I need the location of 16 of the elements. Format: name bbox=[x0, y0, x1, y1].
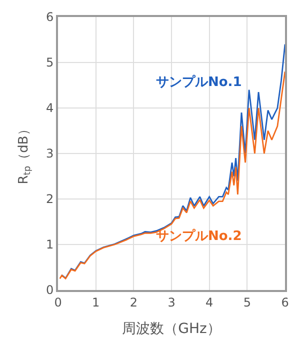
x-tick-label: 1 bbox=[92, 295, 100, 310]
x-tick-label: 3 bbox=[168, 295, 176, 310]
y-tick-label: 6 bbox=[46, 10, 54, 24]
y-tick-label: 0 bbox=[46, 283, 54, 298]
y-tick-label: 4 bbox=[46, 101, 54, 116]
x-axis-title: 周波数（GHz） bbox=[122, 321, 221, 338]
y-tick-label: 2 bbox=[46, 192, 54, 206]
y-tick-label: 5 bbox=[46, 56, 54, 70]
series-label: サンプルNo.2 bbox=[156, 228, 242, 244]
x-tick-label: 5 bbox=[243, 295, 251, 310]
y-tick-label: 1 bbox=[46, 238, 54, 252]
y-tick-label: 3 bbox=[46, 146, 54, 161]
x-tick-label: 2 bbox=[130, 295, 138, 310]
series-label: サンプルNo.1 bbox=[156, 74, 242, 90]
x-tick-label: 4 bbox=[206, 295, 214, 310]
x-tick-label: 6 bbox=[281, 295, 289, 310]
